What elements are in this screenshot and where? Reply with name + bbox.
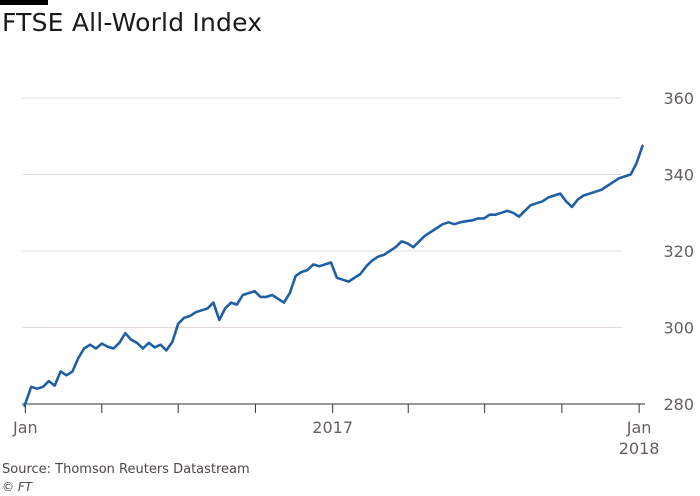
x-tick-label: Jan [626, 418, 652, 437]
y-tick-label: 320 [663, 242, 694, 261]
y-tick-label: 340 [663, 166, 694, 185]
series-line-0 [23, 144, 644, 408]
y-tick-label: 300 [663, 319, 694, 338]
x-tick-label: 2017 [312, 418, 353, 437]
series-group [23, 144, 644, 408]
x-axis [22, 403, 645, 413]
chart-title: FTSE All-World Index [2, 8, 263, 37]
y-tick-label: 360 [663, 89, 694, 108]
ft-credit: © FT [2, 480, 33, 494]
source-note: Source: Thomson Reuters Datastream [2, 462, 250, 477]
x-axis-labels: Jan 2017 Jan 2018 [12, 418, 659, 458]
x-tick-label: 2018 [619, 439, 660, 458]
y-axis-labels: 280 300 320 340 360 [663, 89, 694, 414]
accent-bar [0, 0, 48, 5]
x-tick-label: Jan [12, 418, 38, 437]
gridlines [22, 97, 622, 328]
y-tick-label: 280 [663, 395, 694, 414]
